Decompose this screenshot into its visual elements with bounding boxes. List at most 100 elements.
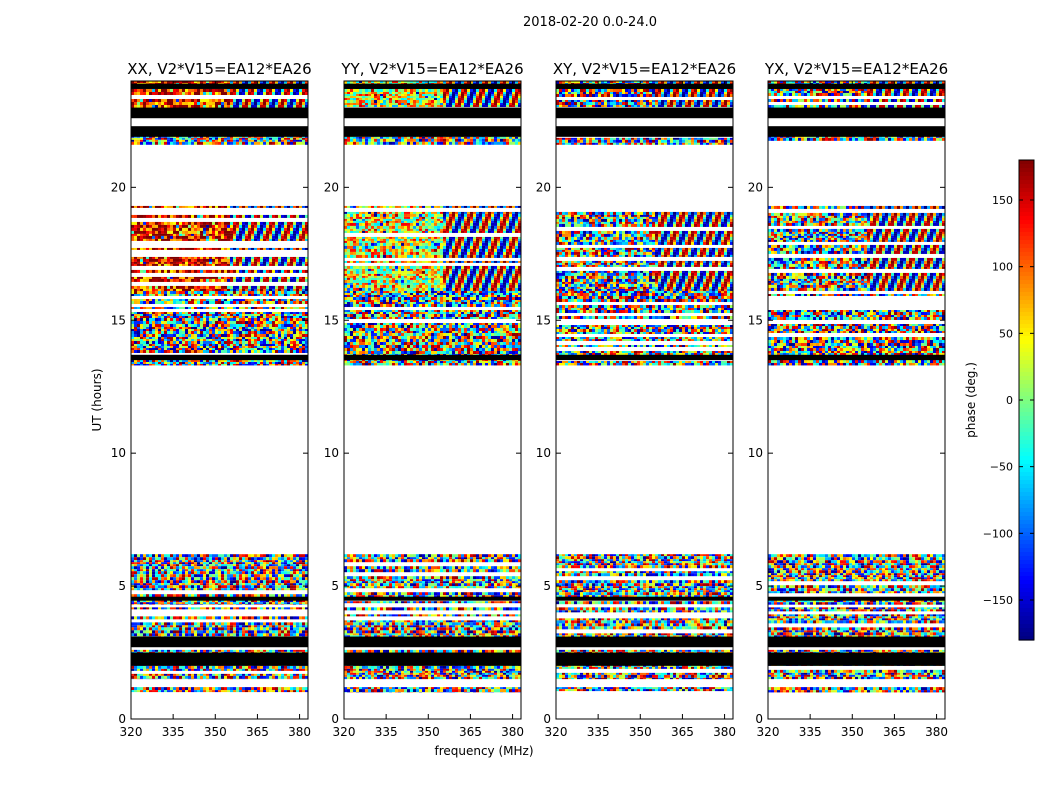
flagged-band [768,652,945,666]
x-tick-label: 320 [545,725,568,739]
colorbar-segment [1019,164,1034,169]
plot-frame [767,80,946,720]
colorbar-segment [1019,368,1034,373]
colorbar-segment [1019,432,1034,437]
colorbar-segment [1019,328,1034,333]
colorbar-segment [1019,488,1034,493]
y-tick-label: 10 [536,446,551,460]
phase-image [344,81,521,693]
colorbar: 150 100 50 0 −50 −100 −150 [983,159,1035,641]
data-band [556,211,733,292]
x-tick-label: 365 [671,725,694,739]
flagged-band [556,652,733,666]
colorbar-segment [1019,620,1034,625]
colorbar-segment [1019,260,1034,265]
data-band [131,607,308,640]
y-tick-label: 5 [543,579,551,593]
plot-frame [130,80,309,720]
colorbar-segment [1019,284,1034,289]
data-band [556,607,733,640]
colorbar-tick-label: 0 [1006,394,1013,407]
colorbar-segment [1019,360,1034,365]
colorbar-segment [1019,564,1034,569]
flagged-band [344,636,521,648]
x-tick-label: 365 [883,725,906,739]
flagged-band [768,83,945,89]
colorbar-segment [1019,308,1034,313]
colorbar-segment [1019,496,1034,501]
flagged-band [768,107,945,119]
x-tick-label: 320 [757,725,780,739]
colorbar-segment [1019,316,1034,321]
plot-frame [343,80,522,720]
colorbar-segment [1019,348,1034,353]
colorbar-segment [1019,160,1034,165]
y-tick-label: 0 [118,712,126,726]
panel-yy: YY, V2*V15=EA12*EA26 320 335 350 365 380 0 5 10 1… [324,60,524,739]
y-tick-label: 5 [118,579,126,593]
y-tick-label: 10 [748,446,763,460]
flagged-band [556,83,733,89]
colorbar-segment [1019,600,1034,605]
colorbar-segment [1019,456,1034,461]
flagged-band [131,107,308,119]
colorbar-segment [1019,448,1034,453]
colorbar-segment [1019,444,1034,449]
x-tick-label: 380 [925,725,948,739]
x-tick-label: 350 [417,725,440,739]
colorbar-segment [1019,500,1034,505]
colorbar-segment [1019,340,1034,345]
flagged-band [131,354,308,361]
colorbar-segment [1019,508,1034,513]
colorbar-segment [1019,552,1034,557]
colorbar-segment [1019,244,1034,249]
colorbar-segment [1019,604,1034,609]
colorbar-segment [1019,628,1034,633]
flagged-band [556,596,733,601]
data-band [344,607,521,640]
panel-yx: YX, V2*V15=EA12*EA26 320 335 350 365 380 0 5 10 1… [748,60,948,739]
colorbar-segment [1019,356,1034,361]
y-tick-label: 20 [324,180,339,194]
colorbar-segment [1019,276,1034,281]
flagged-band [131,126,308,137]
y-tick-label: 15 [748,313,763,327]
colorbar-tick-label: −100 [983,527,1013,540]
flagged-band [131,636,308,648]
colorbar-segment [1019,216,1034,221]
colorbar-segment [1019,492,1034,497]
panel-title: YX, V2*V15=EA12*EA26 [764,60,948,78]
y-tick-label: 15 [111,313,126,327]
colorbar-segment [1019,420,1034,425]
colorbar-segment [1019,256,1034,261]
flagged-band [768,126,945,137]
flagged-band [556,107,733,119]
panel-xx: XX, V2*V15=EA12*EA26 320 335 350 365 380 0 5 10 1… [111,60,312,739]
colorbar-segment [1019,388,1034,393]
flagged-band [344,354,521,361]
colorbar-segment [1019,268,1034,273]
colorbar-segment [1019,192,1034,197]
colorbar-segment [1019,220,1034,225]
colorbar-segment [1019,596,1034,601]
colorbar-segment [1019,320,1034,325]
data-band [344,687,521,693]
colorbar-segment [1019,584,1034,589]
colorbar-segment [1019,524,1034,529]
flagged-band [344,126,521,137]
data-band [344,291,521,366]
data-band [131,687,308,693]
data-band [344,205,521,292]
y-tick-label: 15 [536,313,551,327]
colorbar-segment [1019,252,1034,257]
colorbar-segment [1019,464,1034,469]
colorbar-segment [1019,364,1034,369]
flagged-band [556,636,733,648]
colorbar-segment [1019,208,1034,213]
colorbar-segment [1019,376,1034,381]
data-band [768,607,945,640]
phase-image [131,81,308,693]
colorbar-segment [1019,232,1034,237]
colorbar-segment [1019,172,1034,177]
data-band [131,81,308,111]
